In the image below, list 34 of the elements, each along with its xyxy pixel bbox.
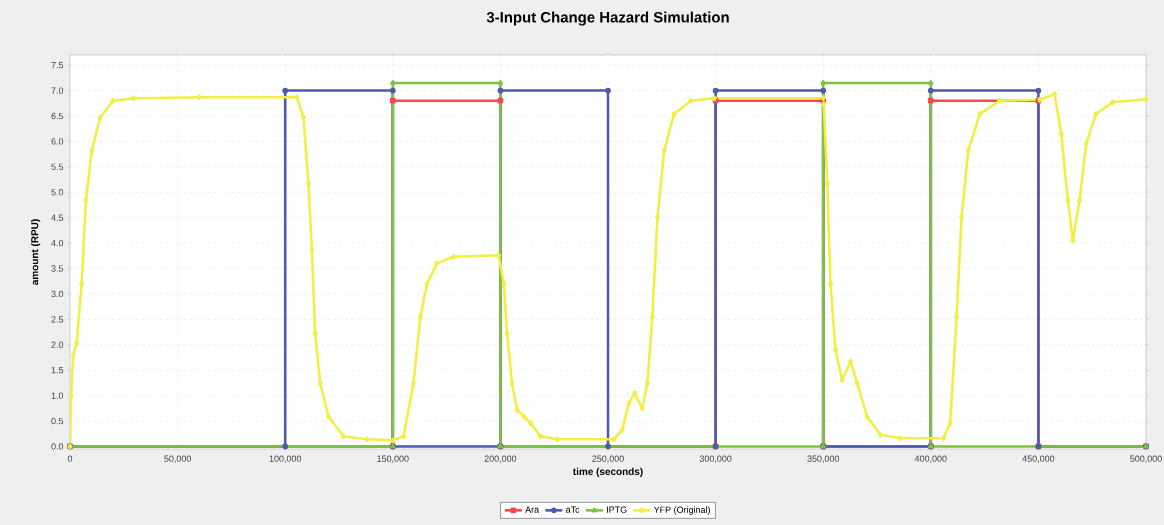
y-tick-label: 0.5: [51, 417, 64, 425]
y-tick-label: 4.0: [51, 239, 64, 247]
legend-label: YFP (Original): [653, 506, 710, 515]
y-tick-label: 6.5: [51, 112, 64, 120]
legend-label: Ara: [525, 506, 540, 513]
y-axis-title: amount (RPU): [30, 219, 41, 285]
y-tick-label: 6.0: [51, 138, 64, 145]
y-tick-label: 4.5: [51, 214, 64, 221]
chart-title: 3-Input Change Hazard Simulation: [486, 11, 729, 26]
y-tick-label: 0.0: [51, 443, 64, 450]
x-tick-label: 450,000: [1022, 455, 1055, 463]
legend-label: aTc: [566, 506, 580, 513]
y-tick-label: 2.5: [51, 316, 64, 323]
x-tick-label: 0: [67, 455, 73, 462]
y-tick-label: 3.5: [51, 265, 64, 272]
y-tick-label: 7.0: [51, 87, 64, 94]
y-tick-label: 1.5: [51, 367, 64, 374]
x-tick-label: 250,000: [592, 455, 624, 463]
x-tick-label: 200,000: [484, 455, 517, 463]
x-tick-label: 350,000: [807, 455, 840, 463]
x-tick-label: 100,000: [269, 455, 302, 463]
x-tick-label: 300,000: [699, 455, 732, 463]
y-tick-label: 5.5: [51, 163, 64, 170]
x-tick-label: 500,000: [1130, 455, 1162, 463]
y-tick-label: 5.0: [51, 189, 64, 196]
y-tick-label: 1.0: [51, 392, 64, 399]
y-tick-label: 7.5: [51, 62, 64, 69]
y-tick-label: 2.0: [51, 341, 64, 348]
y-tick-label: 3.0: [51, 290, 64, 298]
x-axis-title: time (seconds): [572, 467, 643, 478]
x-tick-label: 150,000: [377, 455, 409, 463]
x-tick-label: 400,000: [914, 455, 947, 463]
x-tick-label: 50,000: [164, 455, 191, 463]
legend-label: IPTG: [607, 506, 627, 513]
